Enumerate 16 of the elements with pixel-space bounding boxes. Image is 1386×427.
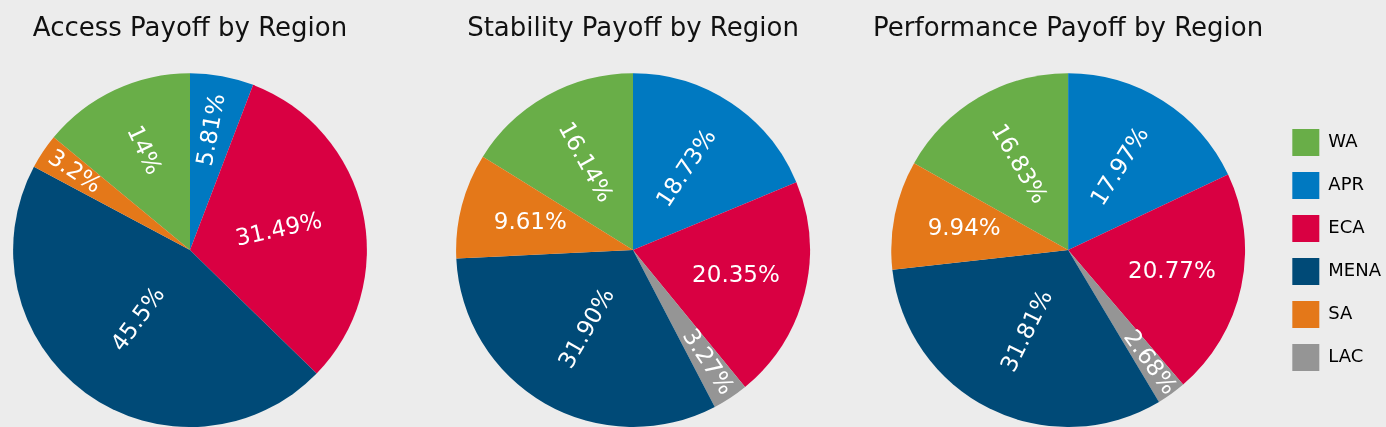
data-label: 14% [122,121,168,179]
data-label: 31.49% [232,206,325,251]
data-label: 20.35% [692,260,780,287]
legend-label: ECA [1328,216,1366,238]
data-label: 9.61% [493,208,567,235]
chart-title: Performance Payoff by Region [873,12,1264,43]
data-label: 20.77% [1128,257,1216,284]
legend-label: SA [1328,302,1354,324]
legend-label: APR [1328,173,1365,195]
data-label: 9.94% [927,213,1001,240]
legend-label: WA [1328,130,1359,152]
legend-label: LAC [1328,345,1364,367]
chart-title: Access Payoff by Region [32,12,348,43]
chart-title: Stability Payoff by Region [467,12,799,43]
data-label: 5.81% [190,91,230,168]
legend-label: MENA [1328,259,1382,281]
